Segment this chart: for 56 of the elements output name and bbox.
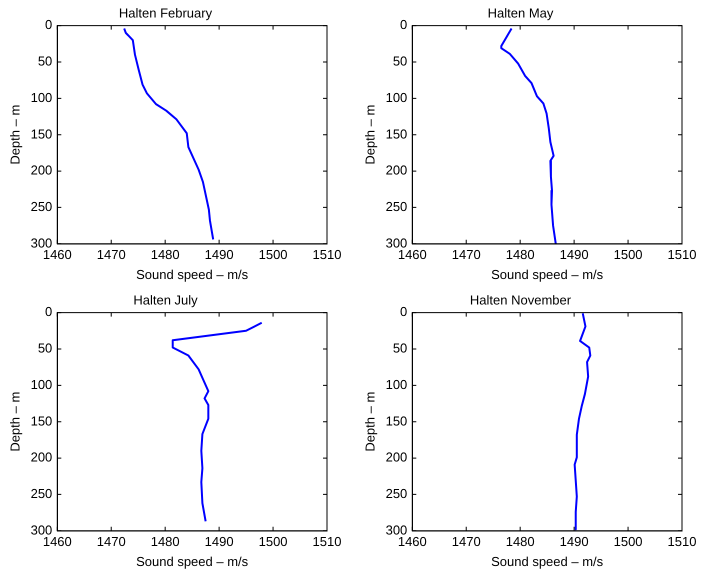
x-tick-label: 1510 — [312, 534, 342, 550]
y-axis-title: Depth – m — [7, 392, 22, 452]
y-tick-label: 250 — [30, 486, 52, 502]
y-tick-label: 200 — [30, 162, 52, 178]
x-tick-label: 1500 — [258, 247, 288, 262]
y-tick-label: 50 — [38, 340, 52, 356]
y-tick-label: 0 — [400, 304, 408, 320]
y-tick-label: 0 — [45, 304, 52, 320]
y-tick-label: 0 — [400, 17, 408, 32]
y-tick-label: 100 — [30, 376, 52, 392]
y-tick-label: 250 — [386, 486, 408, 502]
y-tick-label: 200 — [386, 162, 408, 178]
x-tick-label: 1510 — [312, 247, 342, 262]
x-tick-label: 1500 — [614, 534, 643, 550]
y-tick-label: 100 — [386, 90, 408, 105]
x-tick-label: 1490 — [560, 247, 589, 262]
y-tick-label: 0 — [45, 17, 52, 32]
y-axis-title: Depth – m — [7, 104, 22, 165]
x-tick-label: 1480 — [150, 534, 180, 550]
x-axis-title: Sound speed – m/s — [136, 266, 249, 282]
x-tick-label: 1470 — [96, 534, 126, 550]
chart-title: Halten July — [133, 292, 198, 308]
x-tick-label: 1480 — [506, 247, 535, 262]
y-tick-label: 150 — [30, 126, 52, 142]
y-tick-label: 250 — [30, 199, 52, 214]
y-tick-label: 200 — [30, 450, 52, 465]
x-tick-label: 1480 — [150, 247, 180, 262]
x-tick-label: 1490 — [204, 247, 234, 262]
y-tick-label: 250 — [386, 199, 408, 214]
x-tick-label: 1510 — [668, 247, 696, 262]
y-tick-label: 150 — [386, 413, 408, 428]
x-tick-label: 1480 — [506, 534, 535, 550]
chart-title: Halten February — [118, 5, 213, 20]
y-tick-label: 100 — [386, 376, 408, 392]
y-tick-label: 150 — [386, 126, 408, 142]
x-tick-label: 1490 — [204, 534, 234, 550]
x-tick-label: 1500 — [258, 534, 288, 550]
x-tick-label: 1490 — [560, 534, 589, 550]
x-tick-label: 1510 — [668, 534, 696, 550]
x-tick-label: 1470 — [452, 534, 481, 550]
y-tick-label: 150 — [30, 413, 52, 428]
y-tick-label: 50 — [392, 340, 408, 356]
y-axis-title: Depth – m — [362, 392, 378, 452]
y-tick-label: 50 — [38, 54, 52, 69]
y-tick-label: 50 — [392, 54, 408, 69]
y-axis-title: Depth – m — [362, 104, 378, 165]
x-axis-title: Sound speed – m/s — [491, 266, 604, 282]
x-tick-label: 1470 — [96, 247, 126, 262]
y-tick-label: 100 — [30, 90, 52, 105]
chart-title: Halten November — [470, 292, 572, 308]
x-axis-title: Sound speed – m/s — [491, 554, 604, 569]
x-tick-label: 1470 — [452, 247, 481, 262]
x-tick-label: 1500 — [614, 247, 643, 262]
chart-title: Halten May — [488, 5, 554, 20]
x-axis-title: Sound speed – m/s — [136, 554, 249, 569]
y-tick-label: 200 — [386, 450, 408, 465]
